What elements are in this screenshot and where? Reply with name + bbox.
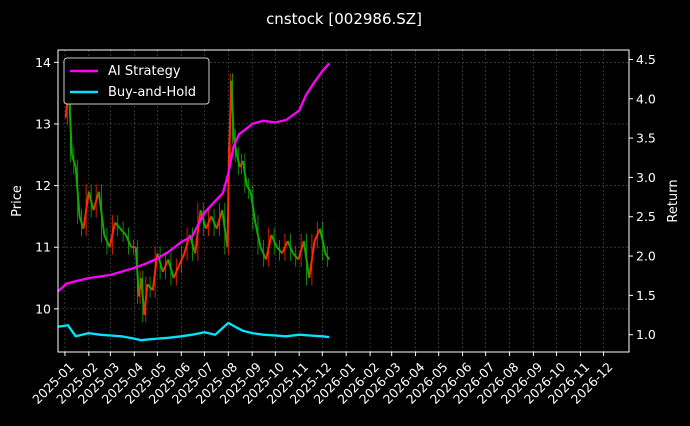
price-candle-body (270, 234, 278, 248)
price-candle-body (205, 216, 213, 230)
price-candle-body (74, 167, 81, 217)
y-tick-label-right: 4.0 (636, 91, 656, 106)
y-tick-label-right: 1.5 (636, 288, 656, 303)
price-candle-body (259, 246, 267, 260)
series-line-ai-strategy (57, 62, 331, 293)
y-axis-label-left: Price (10, 185, 25, 217)
y-tick-label-right: 3.5 (636, 131, 656, 146)
price-candle-body (324, 252, 331, 261)
price-candle-body (232, 136, 238, 155)
price-candle-body (143, 284, 149, 316)
price-candle-body (319, 228, 327, 254)
price-candle-body (302, 240, 311, 279)
y-tick-label-left: 11 (35, 240, 51, 255)
y-tick-label-right: 4.5 (636, 52, 656, 67)
price-candle-body (97, 191, 106, 236)
legend-box (63, 57, 210, 105)
price-candle-body (124, 234, 133, 248)
y-axis-right: 1.0 1.5 2.0 2.5 3.0 3.5 4.0 4.5 (629, 52, 656, 342)
y-tick-label-right: 3.0 (636, 170, 656, 185)
price-candle-body (161, 259, 170, 273)
y-tick-label-left: 12 (35, 178, 51, 193)
price-candle-body (108, 222, 116, 248)
price-candle-body (245, 185, 252, 193)
price-candle-body (156, 253, 164, 273)
price-candle-body (215, 209, 224, 230)
price-candle-body (249, 191, 257, 223)
price-candle-body (308, 240, 316, 279)
price-candle-body (199, 209, 207, 230)
plot-frame (57, 49, 630, 353)
price-candle-body (146, 283, 154, 292)
price-candle-body (297, 240, 305, 260)
y-axis-label-right: Return (666, 179, 681, 222)
legend: AI Strategy Buy-and-Hold (63, 57, 210, 105)
price-candle-body (92, 191, 100, 211)
price-candle-body (82, 191, 90, 229)
price-candle-body (230, 80, 235, 137)
chart-title: cnstock [002986.SZ] (266, 10, 422, 28)
price-candles (64, 73, 331, 323)
y-tick-label-left: 13 (35, 116, 51, 131)
price-candle-body (276, 246, 283, 255)
price-candle-body (87, 191, 95, 211)
y-tick-label-left: 14 (35, 55, 51, 70)
price-candle-body (221, 210, 229, 248)
series-line-buy-and-hold (57, 321, 330, 342)
price-candle-body (235, 154, 241, 168)
price-candle-body (265, 234, 273, 260)
y-tick-label-right: 2.0 (636, 249, 656, 264)
price-candle-body (281, 240, 289, 254)
x-axis: 2025-012025-022025-032025-042025-052025-… (29, 352, 615, 407)
price-candle-body (254, 222, 262, 248)
price-candle-body (167, 259, 175, 279)
price-candle-body (178, 252, 186, 267)
price-candle-body (140, 277, 146, 316)
price-candle-body (241, 160, 248, 186)
y-tick-label-right: 1.0 (636, 327, 656, 342)
price-candle-body (292, 252, 300, 261)
legend-label-ai-strategy: AI Strategy (108, 64, 181, 79)
price-candle-body (70, 154, 77, 168)
price-candle-body (313, 228, 321, 242)
y-axis-left: 10 11 12 13 14 (35, 55, 58, 316)
price-candle-body (210, 216, 218, 230)
legend-label-buy-and-hold: Buy-and-Hold (108, 85, 196, 100)
return-lines (57, 62, 331, 342)
price-candle-body (114, 221, 122, 230)
grid (58, 50, 629, 352)
price-candle-body (194, 210, 202, 254)
price-candle-body (103, 234, 111, 248)
price-candle-body (134, 247, 140, 297)
price-candle-body (119, 228, 127, 236)
price-candle-body (172, 265, 180, 279)
y-tick-label-right: 2.5 (636, 209, 656, 224)
y-tick-label-left: 10 (35, 301, 51, 316)
price-candle-body (286, 240, 294, 254)
